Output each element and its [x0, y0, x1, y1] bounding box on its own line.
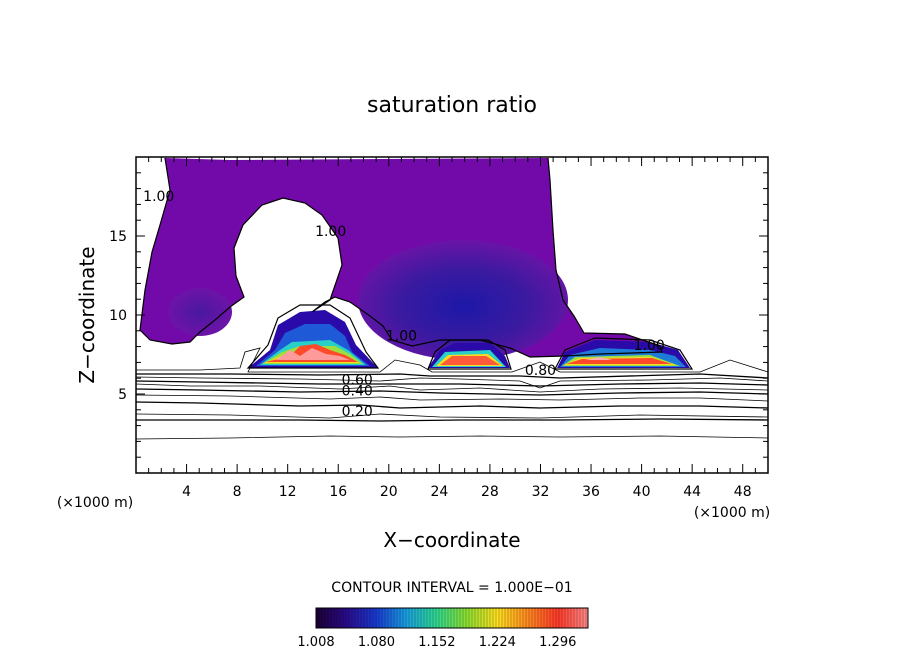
x-tick-label: 48	[734, 484, 752, 500]
y-tick-label: 15	[109, 229, 127, 245]
x-tick-label: 8	[233, 484, 242, 500]
contour-label: 0.40	[342, 384, 373, 400]
x-unit-right: (×1000 m)	[694, 505, 770, 521]
x-axis: 4 8 12 16 20 24 28 32 36 40 44 48	[148, 157, 756, 500]
colorbar-label: 1.008	[297, 635, 334, 650]
x-tick-label: 16	[329, 484, 347, 500]
contour-label: 1.00	[386, 328, 417, 344]
y-axis-label: Z−coordinate	[75, 246, 99, 383]
x-unit-left: (×1000 m)	[57, 495, 133, 511]
x-tick-label: 4	[182, 484, 191, 500]
contour-label: 1.00	[315, 224, 346, 240]
contour-label: 1.00	[634, 338, 665, 354]
x-tick-label: 12	[279, 484, 297, 500]
cloud-cell-right	[557, 340, 690, 368]
contour-label: 0.20	[342, 404, 373, 420]
x-tick-label: 24	[430, 484, 448, 500]
x-axis-label: X−coordinate	[383, 528, 520, 552]
x-tick-label: 44	[683, 484, 701, 500]
contour-lines-lower	[136, 347, 768, 440]
colorbar-labels: 1.008 1.080 1.152 1.224 1.296	[297, 635, 576, 650]
colorbar-label: 1.224	[479, 635, 516, 650]
contour-label: 1.00	[143, 189, 174, 205]
contour-lines-1.00	[139, 157, 694, 370]
contour-label: 0.60	[342, 373, 373, 389]
x-tick-label: 36	[582, 484, 600, 500]
cloud-cell-mid	[428, 343, 510, 368]
y-axis: 5 10 15	[109, 172, 768, 458]
x-tick-label: 32	[532, 484, 550, 500]
x-tick-label: 20	[380, 484, 398, 500]
y-tick-label: 5	[118, 387, 127, 403]
contour-label: 0.80	[525, 363, 556, 379]
core-mid	[358, 240, 568, 360]
core-left	[168, 288, 232, 336]
colorbar-stripes	[318, 608, 587, 628]
contour-interval: CONTOUR INTERVAL = 1.000E−01	[331, 580, 572, 596]
plot-area: 1.00 1.00 1.00 1.00 0.80 0.600.40 0.20	[136, 157, 768, 440]
colorbar-label: 1.080	[358, 635, 395, 650]
x-tick-label: 40	[633, 484, 651, 500]
colorbar	[315, 607, 589, 629]
colorbar-label: 1.152	[418, 635, 455, 650]
colorbar-label: 1.296	[539, 635, 576, 650]
cloud-cell-left	[248, 310, 378, 368]
x-tick-label: 28	[481, 484, 499, 500]
contour-labels: 1.00 1.00 1.00 1.00 0.80 0.600.40 0.20	[143, 189, 665, 420]
chart-title: saturation ratio	[367, 93, 537, 118]
y-tick-label: 10	[109, 308, 127, 324]
